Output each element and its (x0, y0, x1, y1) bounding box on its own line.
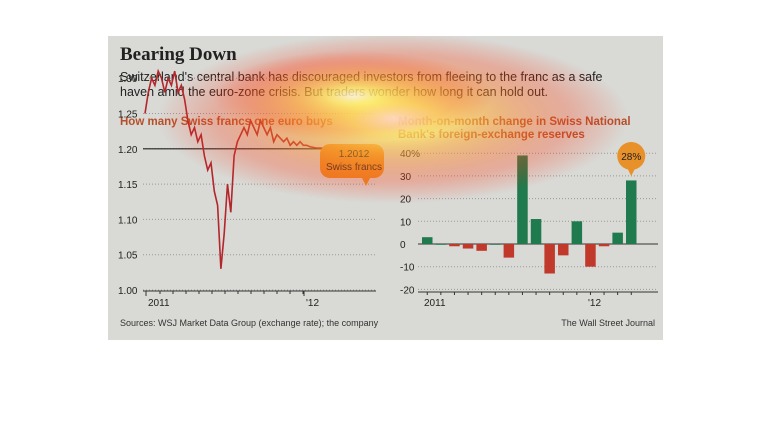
left-y-tick: 1.10 (118, 215, 138, 226)
reserve-bar (422, 237, 433, 244)
reserves-callout-pointer (627, 168, 636, 176)
reserve-bar (626, 180, 637, 244)
reserve-bar (585, 244, 596, 267)
reserves-callout-value: 28% (621, 152, 641, 163)
reserve-bar (571, 221, 583, 244)
right-y-tick: 40% (400, 149, 420, 160)
reserve-bar (612, 232, 623, 244)
reserve-bar (517, 155, 528, 244)
rate-callout-value: 1.2012 (339, 149, 370, 160)
source-note: Sources: WSJ Market Data Group (exchange… (120, 318, 379, 328)
reserve-bar (490, 244, 501, 245)
right-y-tick: 30 (400, 172, 412, 183)
right-y-tick: 20 (400, 195, 412, 206)
right-y-tick: -10 (400, 263, 415, 274)
charts-svg: 1.30 1.25 1.20 1.15 1.10 1.05 1.00 2011 '12 1.201… (118, 68, 658, 309)
reserve-bar (449, 244, 460, 247)
left-y-tick: 1.25 (118, 110, 138, 121)
credit: The Wall Street Journal (561, 318, 655, 328)
left-x-tick: 2011 (148, 298, 170, 309)
left-y-tick: 1.05 (118, 251, 138, 262)
left-y-tick: 1.20 (118, 145, 138, 156)
exchange-rate-line (144, 68, 343, 269)
reserve-bar (462, 244, 474, 249)
chart-panel: Bearing Down Switzerland's central bank … (108, 36, 663, 340)
left-y-tick: 1.30 (118, 74, 138, 85)
left-y-tick: 1.00 (118, 286, 138, 297)
reserve-bar (435, 244, 447, 245)
reserve-bar (598, 244, 610, 247)
left-x-tick: '12 (306, 298, 319, 309)
reserve-bar (530, 219, 542, 244)
reserve-bar (544, 244, 555, 274)
right-x-tick: '12 (588, 298, 601, 309)
reserve-bar (503, 244, 515, 258)
reserve-bar (476, 244, 487, 251)
right-x-tick: 2011 (424, 298, 446, 309)
right-y-tick: 0 (400, 240, 406, 251)
rate-callout-unit: Swiss francs (326, 162, 382, 173)
left-y-tick: 1.15 (118, 180, 138, 191)
right-y-tick: 10 (400, 217, 412, 228)
right-y-tick: -20 (400, 285, 415, 296)
reserve-bar (558, 244, 569, 256)
